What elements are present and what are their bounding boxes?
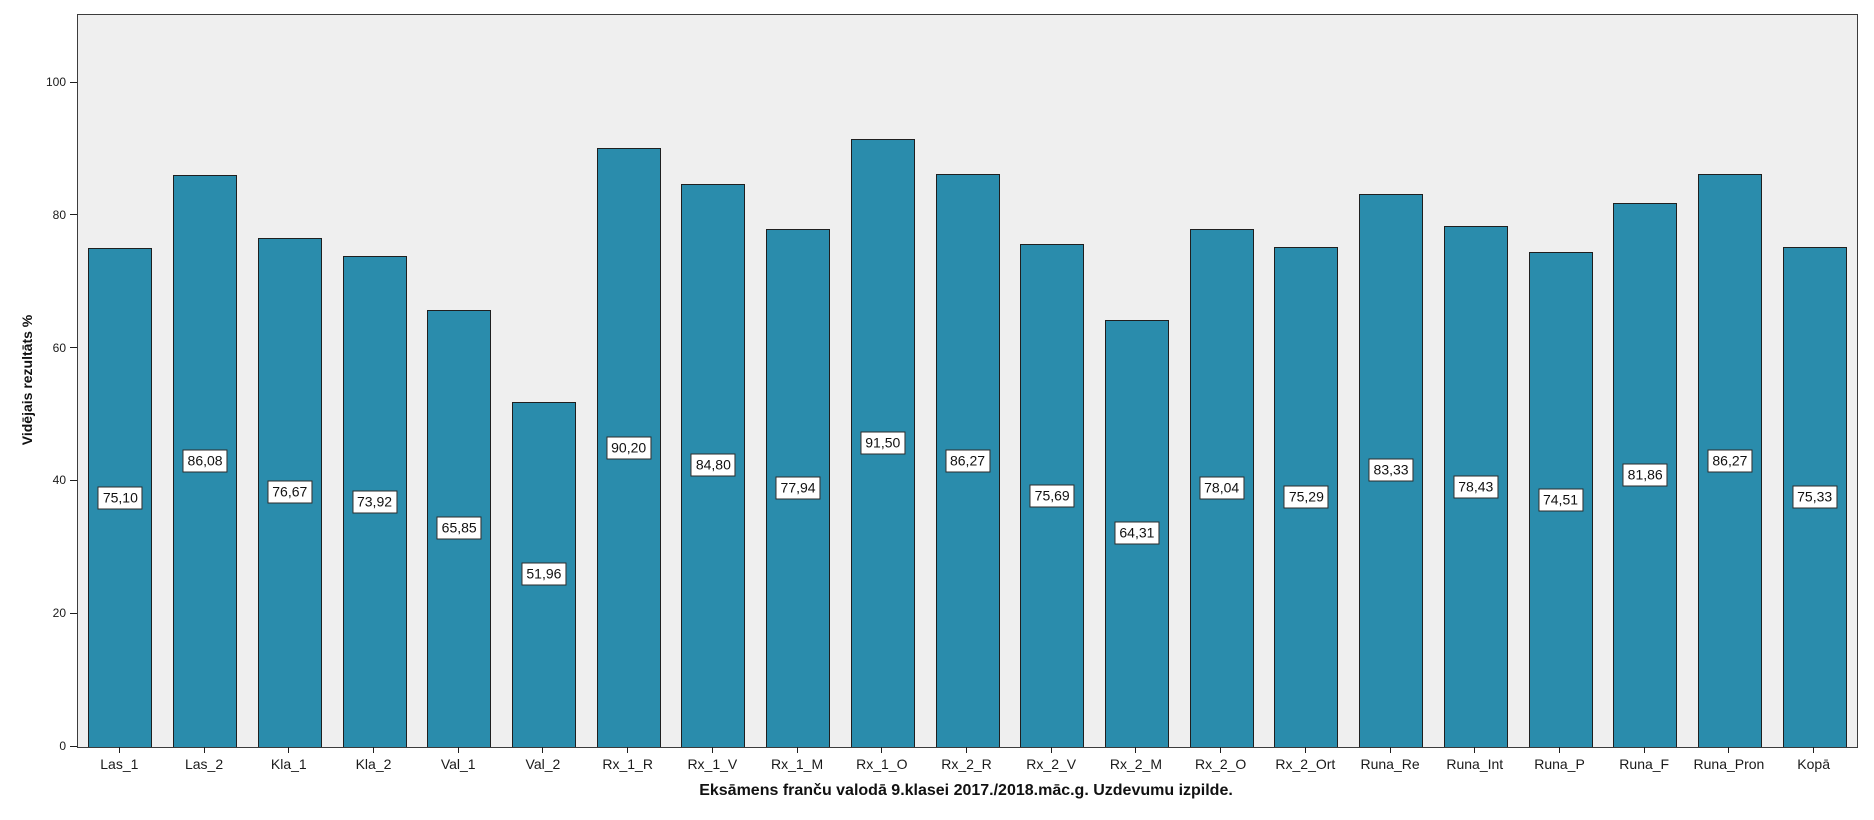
x-tick-label-Rx_2_M: Rx_2_M xyxy=(1109,756,1162,772)
x-tick-label-Las_1: Las_1 xyxy=(100,756,139,772)
x-tick-label-Rx_1_V: Rx_1_V xyxy=(687,756,738,772)
y-tick-label-0: 0 xyxy=(59,739,66,753)
x-tick-label-Runa_Int: Runa_Int xyxy=(1446,756,1504,772)
chart-title: Eksāmens franču valodā 9.klasei 2017./20… xyxy=(699,782,1233,799)
x-tick-mark-Rx_2_O xyxy=(1220,747,1222,753)
x-tick-label-Runa_F: Runa_F xyxy=(1619,756,1670,772)
x-tick-label-Val_2: Val_2 xyxy=(525,756,561,772)
x-tick-label-Runa_P: Runa_P xyxy=(1534,756,1585,772)
x-tick-mark-Rx_2_Ort xyxy=(1304,747,1306,753)
value-label-Kla_2: 73,92 xyxy=(351,490,398,514)
x-tick-mark-Val_1 xyxy=(457,747,459,753)
x-tick-label-Kopā: Kopā xyxy=(1797,756,1830,772)
value-label-Rx_2_M: 64,31 xyxy=(1114,521,1160,545)
x-tick-label-Runa_Re: Runa_Re xyxy=(1360,756,1420,772)
value-label-Rx_1_R: 90,20 xyxy=(606,436,652,460)
x-tick-mark-Val_2 xyxy=(542,747,544,753)
x-tick-mark-Rx_1_O xyxy=(881,747,883,753)
value-label-Rx_1_V: 84,80 xyxy=(690,453,736,477)
x-tick-mark-Runa_Re xyxy=(1389,747,1391,753)
value-label-Runa_Pron: 86,27 xyxy=(1707,449,1753,473)
y-tick-mark-0 xyxy=(70,745,77,747)
x-tick-mark-Runa_Int xyxy=(1474,747,1476,753)
value-label-Rx_2_V: 75,69 xyxy=(1029,484,1075,508)
x-tick-label-Runa_Pron: Runa_Pron xyxy=(1693,756,1765,772)
y-tick-mark-80 xyxy=(70,214,77,216)
value-label-Las_2: 86,08 xyxy=(182,449,228,473)
value-label-Rx_2_O: 78,04 xyxy=(1199,476,1245,500)
x-tick-mark-Kla_1 xyxy=(288,747,290,753)
value-label-Kla_1: 76,67 xyxy=(267,480,313,504)
x-tick-label-Kla_1: Kla_1 xyxy=(270,756,307,772)
value-label-Rx_2_R: 86,27 xyxy=(944,449,991,473)
x-tick-label-Kla_2: Kla_2 xyxy=(355,756,392,772)
x-tick-label-Val_1: Val_1 xyxy=(440,756,476,772)
x-tick-label-Rx_1_R: Rx_1_R xyxy=(602,756,653,772)
value-label-Runa_Re: 83,33 xyxy=(1368,458,1414,482)
value-label-Runa_F: 81,86 xyxy=(1622,463,1668,487)
x-tick-mark-Runa_Pron xyxy=(1728,747,1730,753)
value-label-Las_1: 75,10 xyxy=(97,486,143,510)
value-label-Rx_1_O: 91,50 xyxy=(860,431,906,455)
value-label-Rx_2_Ort: 75,29 xyxy=(1283,485,1329,509)
y-axis-title: Vidējais rezultāts % xyxy=(19,314,35,446)
value-label-Kopā: 75,33 xyxy=(1792,485,1838,509)
y-tick-label-80: 80 xyxy=(52,207,66,222)
x-tick-label-Rx_1_M: Rx_1_M xyxy=(770,756,824,772)
x-tick-mark-Las_2 xyxy=(203,747,205,753)
y-tick-label-60: 60 xyxy=(52,340,66,355)
x-tick-label-Rx_2_R: Rx_2_R xyxy=(941,756,992,772)
x-tick-mark-Rx_1_R xyxy=(627,747,629,753)
x-tick-mark-Runa_F xyxy=(1643,747,1645,753)
x-tick-mark-Rx_2_R xyxy=(966,747,967,753)
value-label-Val_1: 65,85 xyxy=(436,516,482,540)
x-tick-mark-Kopā xyxy=(1813,747,1815,753)
x-tick-mark-Rx_1_V xyxy=(711,747,713,753)
y-tick-mark-100 xyxy=(70,81,77,83)
y-tick-label-100: 100 xyxy=(45,75,66,89)
plot-area: 75,10 86,08 76,67 73,92 65,85 51,96 90,20 84,80… xyxy=(77,14,1858,748)
x-tick-mark-Kla_2 xyxy=(373,747,374,753)
x-tick-label-Rx_2_V: Rx_2_V xyxy=(1026,756,1077,772)
value-label-Runa_P: 74,51 xyxy=(1537,488,1584,512)
y-tick-mark-20 xyxy=(70,612,77,614)
x-tick-label-Las_2: Las_2 xyxy=(184,756,224,772)
x-tick-mark-Rx_2_V xyxy=(1050,747,1052,753)
y-tick-mark-40 xyxy=(70,479,77,481)
y-tick-label-20: 20 xyxy=(52,606,66,621)
x-tick-label-Rx_2_O: Rx_2_O xyxy=(1194,756,1247,772)
x-tick-label-Rx_2_Ort: Rx_2_Ort xyxy=(1275,756,1336,772)
x-tick-mark-Rx_1_M xyxy=(796,747,798,753)
value-label-Runa_Int: 78,43 xyxy=(1453,475,1499,499)
x-tick-mark-Las_1 xyxy=(118,747,120,753)
y-tick-mark-60 xyxy=(70,347,77,349)
value-label-Rx_1_M: 77,94 xyxy=(775,476,821,500)
y-tick-label-40: 40 xyxy=(52,473,66,488)
x-tick-mark-Rx_2_M xyxy=(1135,747,1137,753)
x-tick-mark-Runa_P xyxy=(1559,747,1560,753)
x-tick-label-Rx_1_O: Rx_1_O xyxy=(856,756,908,772)
value-label-Val_2: 51,96 xyxy=(521,562,567,586)
